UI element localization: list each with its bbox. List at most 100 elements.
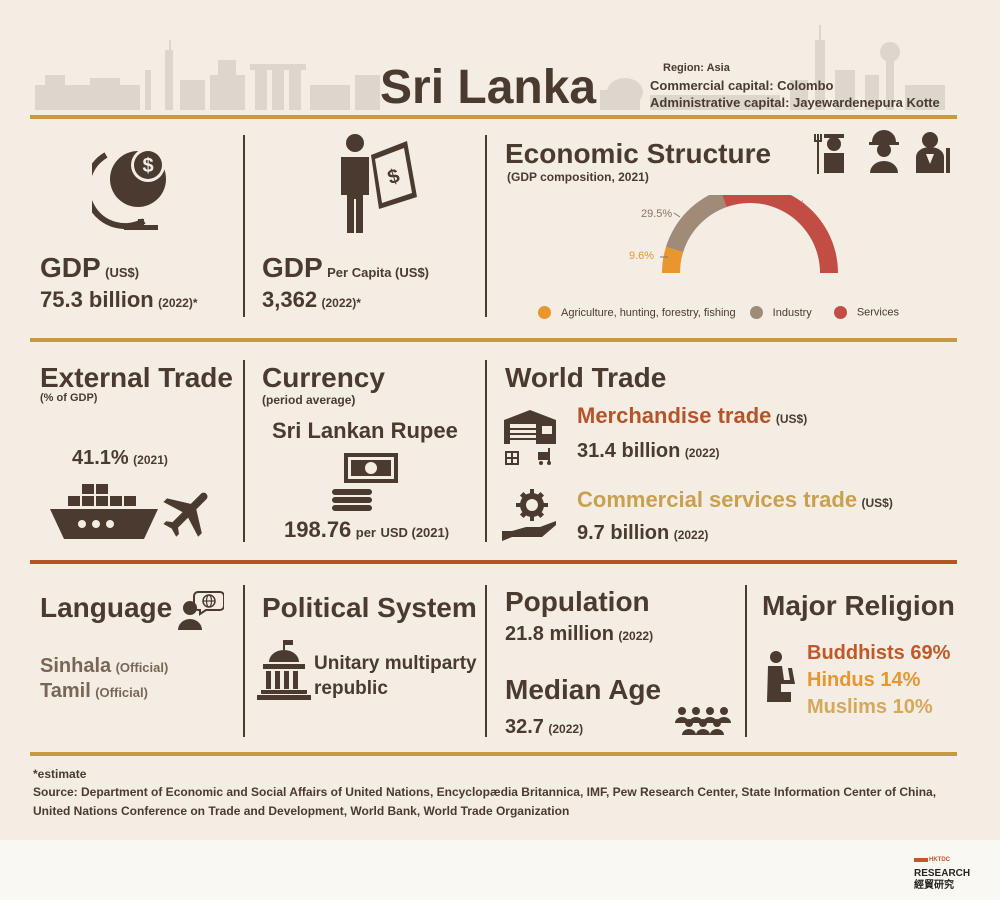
region-text: Region: Asia <box>663 62 730 74</box>
slice-agriculture <box>662 246 684 273</box>
chart-legend: Agriculture, hunting, forestry, fishing I… <box>538 306 899 319</box>
economic-structure-chart <box>660 195 838 273</box>
merchandise-value-text: 31.4 billion <box>577 440 681 462</box>
banknote-coins-icon <box>332 453 398 511</box>
political-system-title: Political System <box>262 592 477 623</box>
divider-1 <box>30 115 957 119</box>
leader-industry <box>673 212 681 218</box>
language-title: Language <box>40 592 173 623</box>
airplane-icon <box>163 492 208 537</box>
warehouse-icon <box>504 410 556 465</box>
slice-label-industry: 29.5% <box>641 208 673 220</box>
commercial-capital-text: Commercial capital: Colombo <box>650 78 834 93</box>
divider-v-1 <box>243 135 245 317</box>
services-unit: (US$) <box>861 496 893 510</box>
brand-logo: HKTDC RESEARCH 經貿研究 <box>914 852 974 892</box>
globe-dollar-icon: $ <box>92 148 166 230</box>
divider-v-5 <box>243 585 245 737</box>
legend-dot-industry <box>749 306 763 319</box>
legend-industry: Industry <box>772 306 812 319</box>
merchandise-unit: (US$) <box>775 412 808 426</box>
external-trade-value-text: 41.1% <box>72 447 129 469</box>
brand-tag-text: HKTDC <box>929 856 950 863</box>
currency-per: per <box>355 525 376 540</box>
legend-dot-services <box>833 306 847 319</box>
gdp-year: (2022)* <box>158 296 198 310</box>
slice-industry <box>665 195 727 253</box>
workers-icon <box>814 130 950 174</box>
gdp-value-text: 75.3 billion <box>40 287 154 312</box>
services-label-text: Commercial services trade <box>577 487 858 512</box>
gdp-label: GDP (US$) <box>40 252 139 284</box>
gdppc-label-text: GDP <box>262 252 323 283</box>
language-name: Sinhala <box>40 655 112 677</box>
divider-v-2 <box>485 135 487 317</box>
source-line-2: United Nations Conference on Trade and D… <box>33 804 570 818</box>
person-money-icon: $ <box>341 134 417 233</box>
median-age-value-text: 32.7 <box>505 716 544 738</box>
external-trade-value: 41.1% (2021) <box>72 447 168 470</box>
external-trade-year: (2021) <box>133 453 168 467</box>
religion-buddhists: Buddhists 69% <box>807 642 951 664</box>
language-note: (Official) <box>115 660 169 675</box>
brand-chinese: 經貿研究 <box>914 880 954 891</box>
religion-muslims: Muslims 10% <box>807 696 933 718</box>
slice-label-agriculture: 9.6% <box>629 250 655 262</box>
population-title: Population <box>505 586 650 617</box>
population-value-text: 21.8 million <box>505 623 614 645</box>
brand-tag: HKTDC <box>914 852 974 868</box>
bottom-band <box>0 840 1000 900</box>
population-value: 21.8 million (2022) <box>505 623 653 646</box>
brand-name: RESEARCH <box>914 868 971 879</box>
language-item-tamil: Tamil (Official) <box>40 680 148 703</box>
divider-2 <box>30 338 957 342</box>
services-trade-label: Commercial services trade (US$) <box>577 487 893 513</box>
services-year: (2022) <box>673 528 709 542</box>
currency-subtitle: (period average) <box>262 393 356 407</box>
economic-structure-title: Economic Structure <box>505 138 772 169</box>
gdp-per-capita-value: 3,362 (2022)* <box>262 287 361 313</box>
brand-mark <box>914 857 928 862</box>
political-line-1: Unitary multiparty <box>314 653 477 674</box>
external-trade-title: External Trade <box>40 362 233 393</box>
svg-text:$: $ <box>142 155 153 177</box>
leader-services <box>773 200 779 204</box>
legend-agriculture: Agriculture, hunting, forestry, fishing <box>561 306 736 319</box>
world-trade-title: World Trade <box>505 362 667 393</box>
divider-v-7 <box>745 585 747 737</box>
currency-value-text: 198.76 <box>284 517 352 542</box>
religion-hindus: Hindus 14% <box>807 669 921 691</box>
divider-v-4 <box>485 360 487 542</box>
speaker-globe-icon <box>178 591 224 630</box>
major-religion-title: Major Religion <box>762 590 955 621</box>
people-group-icon <box>675 707 731 735</box>
skyline-illustration <box>35 25 945 110</box>
currency-title: Currency <box>262 362 385 393</box>
population-year: (2022) <box>618 629 654 643</box>
economic-structure-subtitle: (GDP composition, 2021) <box>507 170 649 184</box>
divider-3 <box>30 560 957 564</box>
merchandise-trade-label: Merchandise trade (US$) <box>577 403 807 429</box>
gdp-per-capita-label: GDP Per Capita (US$) <box>262 252 429 284</box>
language-note: (Official) <box>95 685 148 700</box>
divider-4 <box>30 752 957 756</box>
external-trade-subtitle: (% of GDP) <box>40 392 98 404</box>
legend-dot-agriculture <box>538 306 551 319</box>
administrative-capital-text: Administrative capital: Jayewardenepura … <box>650 95 940 110</box>
median-age-year: (2022) <box>548 722 584 736</box>
cargo-ship-icon <box>50 484 158 539</box>
estimate-note: *estimate <box>33 767 87 781</box>
merchandise-trade-value: 31.4 billion (2022) <box>577 440 720 463</box>
gdppc-value-text: 3,362 <box>262 287 318 312</box>
slice-services <box>722 195 838 273</box>
legend-services: Services <box>856 306 899 319</box>
gdp-value: 75.3 billion (2022)* <box>40 287 198 313</box>
gdppc-unit: Per Capita (US$) <box>327 265 430 280</box>
parliament-icon <box>257 640 311 700</box>
country-title: Sri Lanka <box>380 61 597 114</box>
services-value-text: 9.7 billion <box>577 522 670 544</box>
services-trade-value: 9.7 billion (2022) <box>577 522 708 545</box>
source-line-1: Source: Department of Economic and Socia… <box>33 785 937 799</box>
divider-v-3 <box>243 360 245 542</box>
gear-hand-icon <box>502 489 556 541</box>
